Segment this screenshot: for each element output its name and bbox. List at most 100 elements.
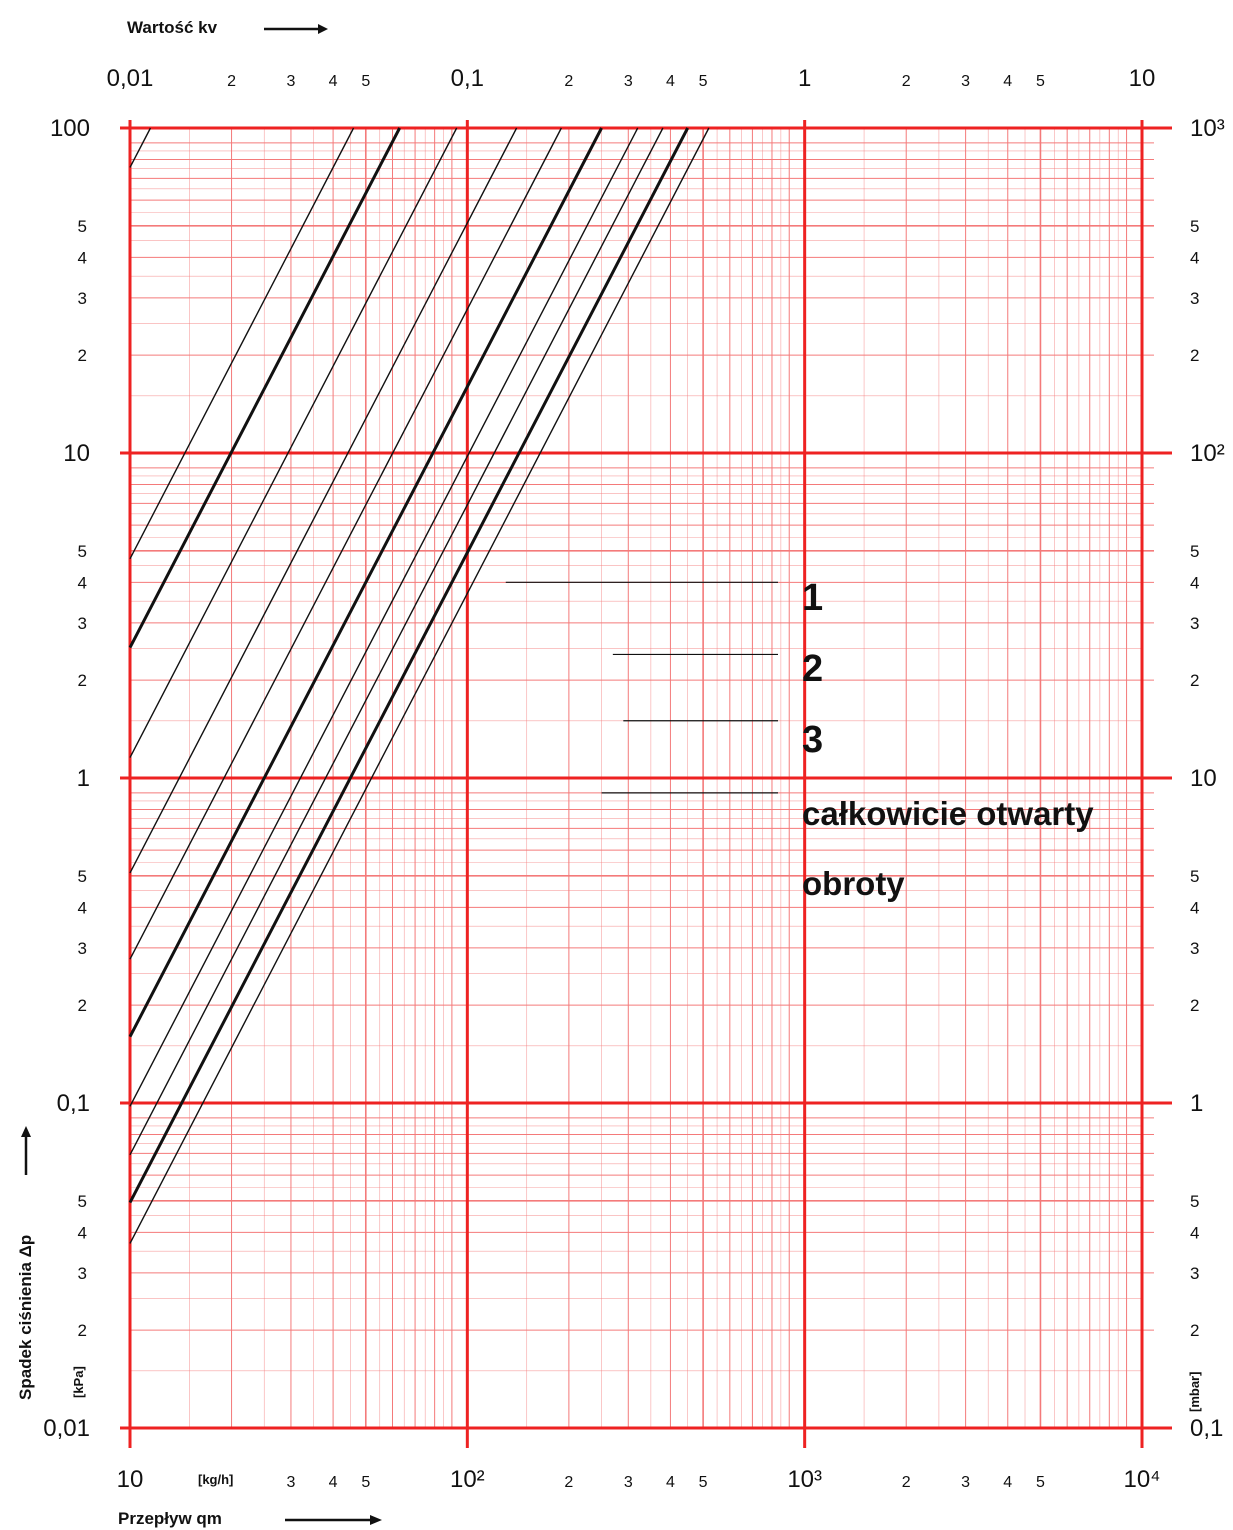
top-tick-label: 2 xyxy=(902,73,911,90)
right-tick-label: 2 xyxy=(1190,671,1199,690)
kv-curve xyxy=(129,127,355,560)
right-tick-label: 2 xyxy=(1190,1321,1199,1340)
top-tick-label: 2 xyxy=(564,73,573,90)
kv-curve xyxy=(129,127,458,758)
annotation-fully-open: całkowicie otwarty xyxy=(802,795,1094,832)
top-tick-label: 3 xyxy=(961,73,970,90)
top-tick-label: 1 xyxy=(798,65,811,92)
bottom-tick-label: 2 xyxy=(902,1474,911,1491)
right-tick-label: 10² xyxy=(1190,440,1225,467)
left-axis-arrowhead xyxy=(21,1126,31,1137)
grid-major-lines xyxy=(120,120,1172,1448)
kv-curve xyxy=(129,127,518,874)
right-tick-label: 1 xyxy=(1190,1090,1203,1117)
bottom-tick-label: 3 xyxy=(286,1474,295,1491)
right-axis-unit: [mbar] xyxy=(1187,1372,1202,1412)
left-tick-label: 4 xyxy=(78,898,87,917)
bottom-tick-label: 10⁴ xyxy=(1123,1466,1160,1493)
bottom-tick-label: 3 xyxy=(961,1474,970,1491)
right-tick-label: 2 xyxy=(1190,346,1199,365)
top-tick-label: 2 xyxy=(227,73,236,90)
left-tick-label: 4 xyxy=(78,248,87,267)
top-tick-label: 4 xyxy=(666,73,675,90)
left-tick-label: 2 xyxy=(78,996,87,1015)
top-tick-label: 0,1 xyxy=(451,65,484,92)
annotation-1: 1 xyxy=(802,577,823,619)
kv-curve xyxy=(128,127,603,1038)
left-tick-label: 1 xyxy=(77,765,90,792)
bottom-axis-title: Przepływ qm xyxy=(118,1509,222,1528)
right-tick-label: 5 xyxy=(1190,867,1199,886)
right-tick-label: 5 xyxy=(1190,217,1199,236)
top-tick-label: 3 xyxy=(286,73,295,90)
top-tick-label: 4 xyxy=(1003,73,1012,90)
kv-curve xyxy=(128,127,401,649)
bottom-tick-label: 5 xyxy=(699,1474,708,1491)
right-tick-label: 4 xyxy=(1190,573,1199,592)
bottom-tick-label: 5 xyxy=(1036,1474,1045,1491)
right-tick-label: 10³ xyxy=(1190,115,1225,142)
top-tick-label: 3 xyxy=(624,73,633,90)
right-tick-label: 4 xyxy=(1190,1223,1199,1242)
left-tick-label: 5 xyxy=(78,542,87,561)
kv-curve xyxy=(129,127,664,1156)
right-tick-label: 3 xyxy=(1190,939,1199,958)
annotation-rotations: obroty xyxy=(802,865,905,902)
kv-curves xyxy=(128,127,710,1244)
kv-curve xyxy=(128,127,690,1204)
left-tick-label: 5 xyxy=(78,867,87,886)
bottom-tick-label: 4 xyxy=(666,1474,675,1491)
bottom-tick-label: 3 xyxy=(624,1474,633,1491)
left-tick-label: 4 xyxy=(78,573,87,592)
right-tick-label: 5 xyxy=(1190,542,1199,561)
kv-curve xyxy=(129,127,152,168)
left-tick-label: 100 xyxy=(50,115,90,142)
curve-annotations: 1 2 3 całkowicie otwarty obroty xyxy=(802,577,1094,902)
left-tick-label: 5 xyxy=(78,217,87,236)
top-tick-label: 10 xyxy=(1129,65,1156,92)
right-tick-label: 0,1 xyxy=(1190,1415,1223,1442)
top-tick-label: 4 xyxy=(329,73,338,90)
top-tick-label: 0,01 xyxy=(107,65,154,92)
left-tick-label: 4 xyxy=(78,1223,87,1242)
annotation-leader-lines xyxy=(505,581,778,794)
left-axis-unit: [kPa] xyxy=(71,1366,86,1398)
kv-curve xyxy=(129,127,562,960)
bottom-tick-label: 10³ xyxy=(787,1466,822,1493)
right-tick-label: 10 xyxy=(1190,765,1217,792)
right-tick-label: 5 xyxy=(1190,1192,1199,1211)
left-tick-label: 3 xyxy=(78,939,87,958)
left-tick-label: 5 xyxy=(78,1192,87,1211)
top-tick-label: 5 xyxy=(361,73,370,90)
left-tick-label: 3 xyxy=(78,614,87,633)
top-axis-arrowhead xyxy=(318,24,328,34)
top-tick-label: 5 xyxy=(699,73,708,90)
kv-curve xyxy=(129,127,639,1107)
annotation-3: 3 xyxy=(802,719,823,761)
right-tick-label: 4 xyxy=(1190,898,1199,917)
bottom-tick-label: 4 xyxy=(1003,1474,1012,1491)
left-tick-label: 2 xyxy=(78,671,87,690)
left-tick-label: 0,01 xyxy=(43,1415,90,1442)
top-axis-title: Wartość kv xyxy=(127,18,218,37)
bottom-tick-label: 10² xyxy=(450,1466,485,1493)
left-tick-label: 2 xyxy=(78,346,87,365)
left-tick-label: 0,1 xyxy=(57,1090,90,1117)
right-tick-label: 3 xyxy=(1190,614,1199,633)
top-tick-label: 5 xyxy=(1036,73,1045,90)
bottom-tick-label: 4 xyxy=(329,1474,338,1491)
kv-curve xyxy=(129,127,710,1244)
right-tick-label: 4 xyxy=(1190,248,1199,267)
bottom-axis-unit: [kg/h] xyxy=(198,1472,233,1487)
axis-tick-labels: 0,01 2 3 4 5 0,1 2 3 4 5 1 2 3 4 5 10 10 3 4 5 10² 2 3 4 5 10³ 2 3 4… xyxy=(43,65,1224,1493)
left-tick-label: 3 xyxy=(78,289,87,308)
right-tick-label: 2 xyxy=(1190,996,1199,1015)
bottom-tick-label: 10 xyxy=(117,1466,144,1493)
right-tick-label: 3 xyxy=(1190,289,1199,308)
bottom-tick-label: 2 xyxy=(564,1474,573,1491)
bottom-tick-label: 5 xyxy=(361,1474,370,1491)
left-tick-label: 2 xyxy=(78,1321,87,1340)
annotation-2: 2 xyxy=(802,648,823,690)
bottom-axis-arrowhead xyxy=(370,1515,382,1525)
